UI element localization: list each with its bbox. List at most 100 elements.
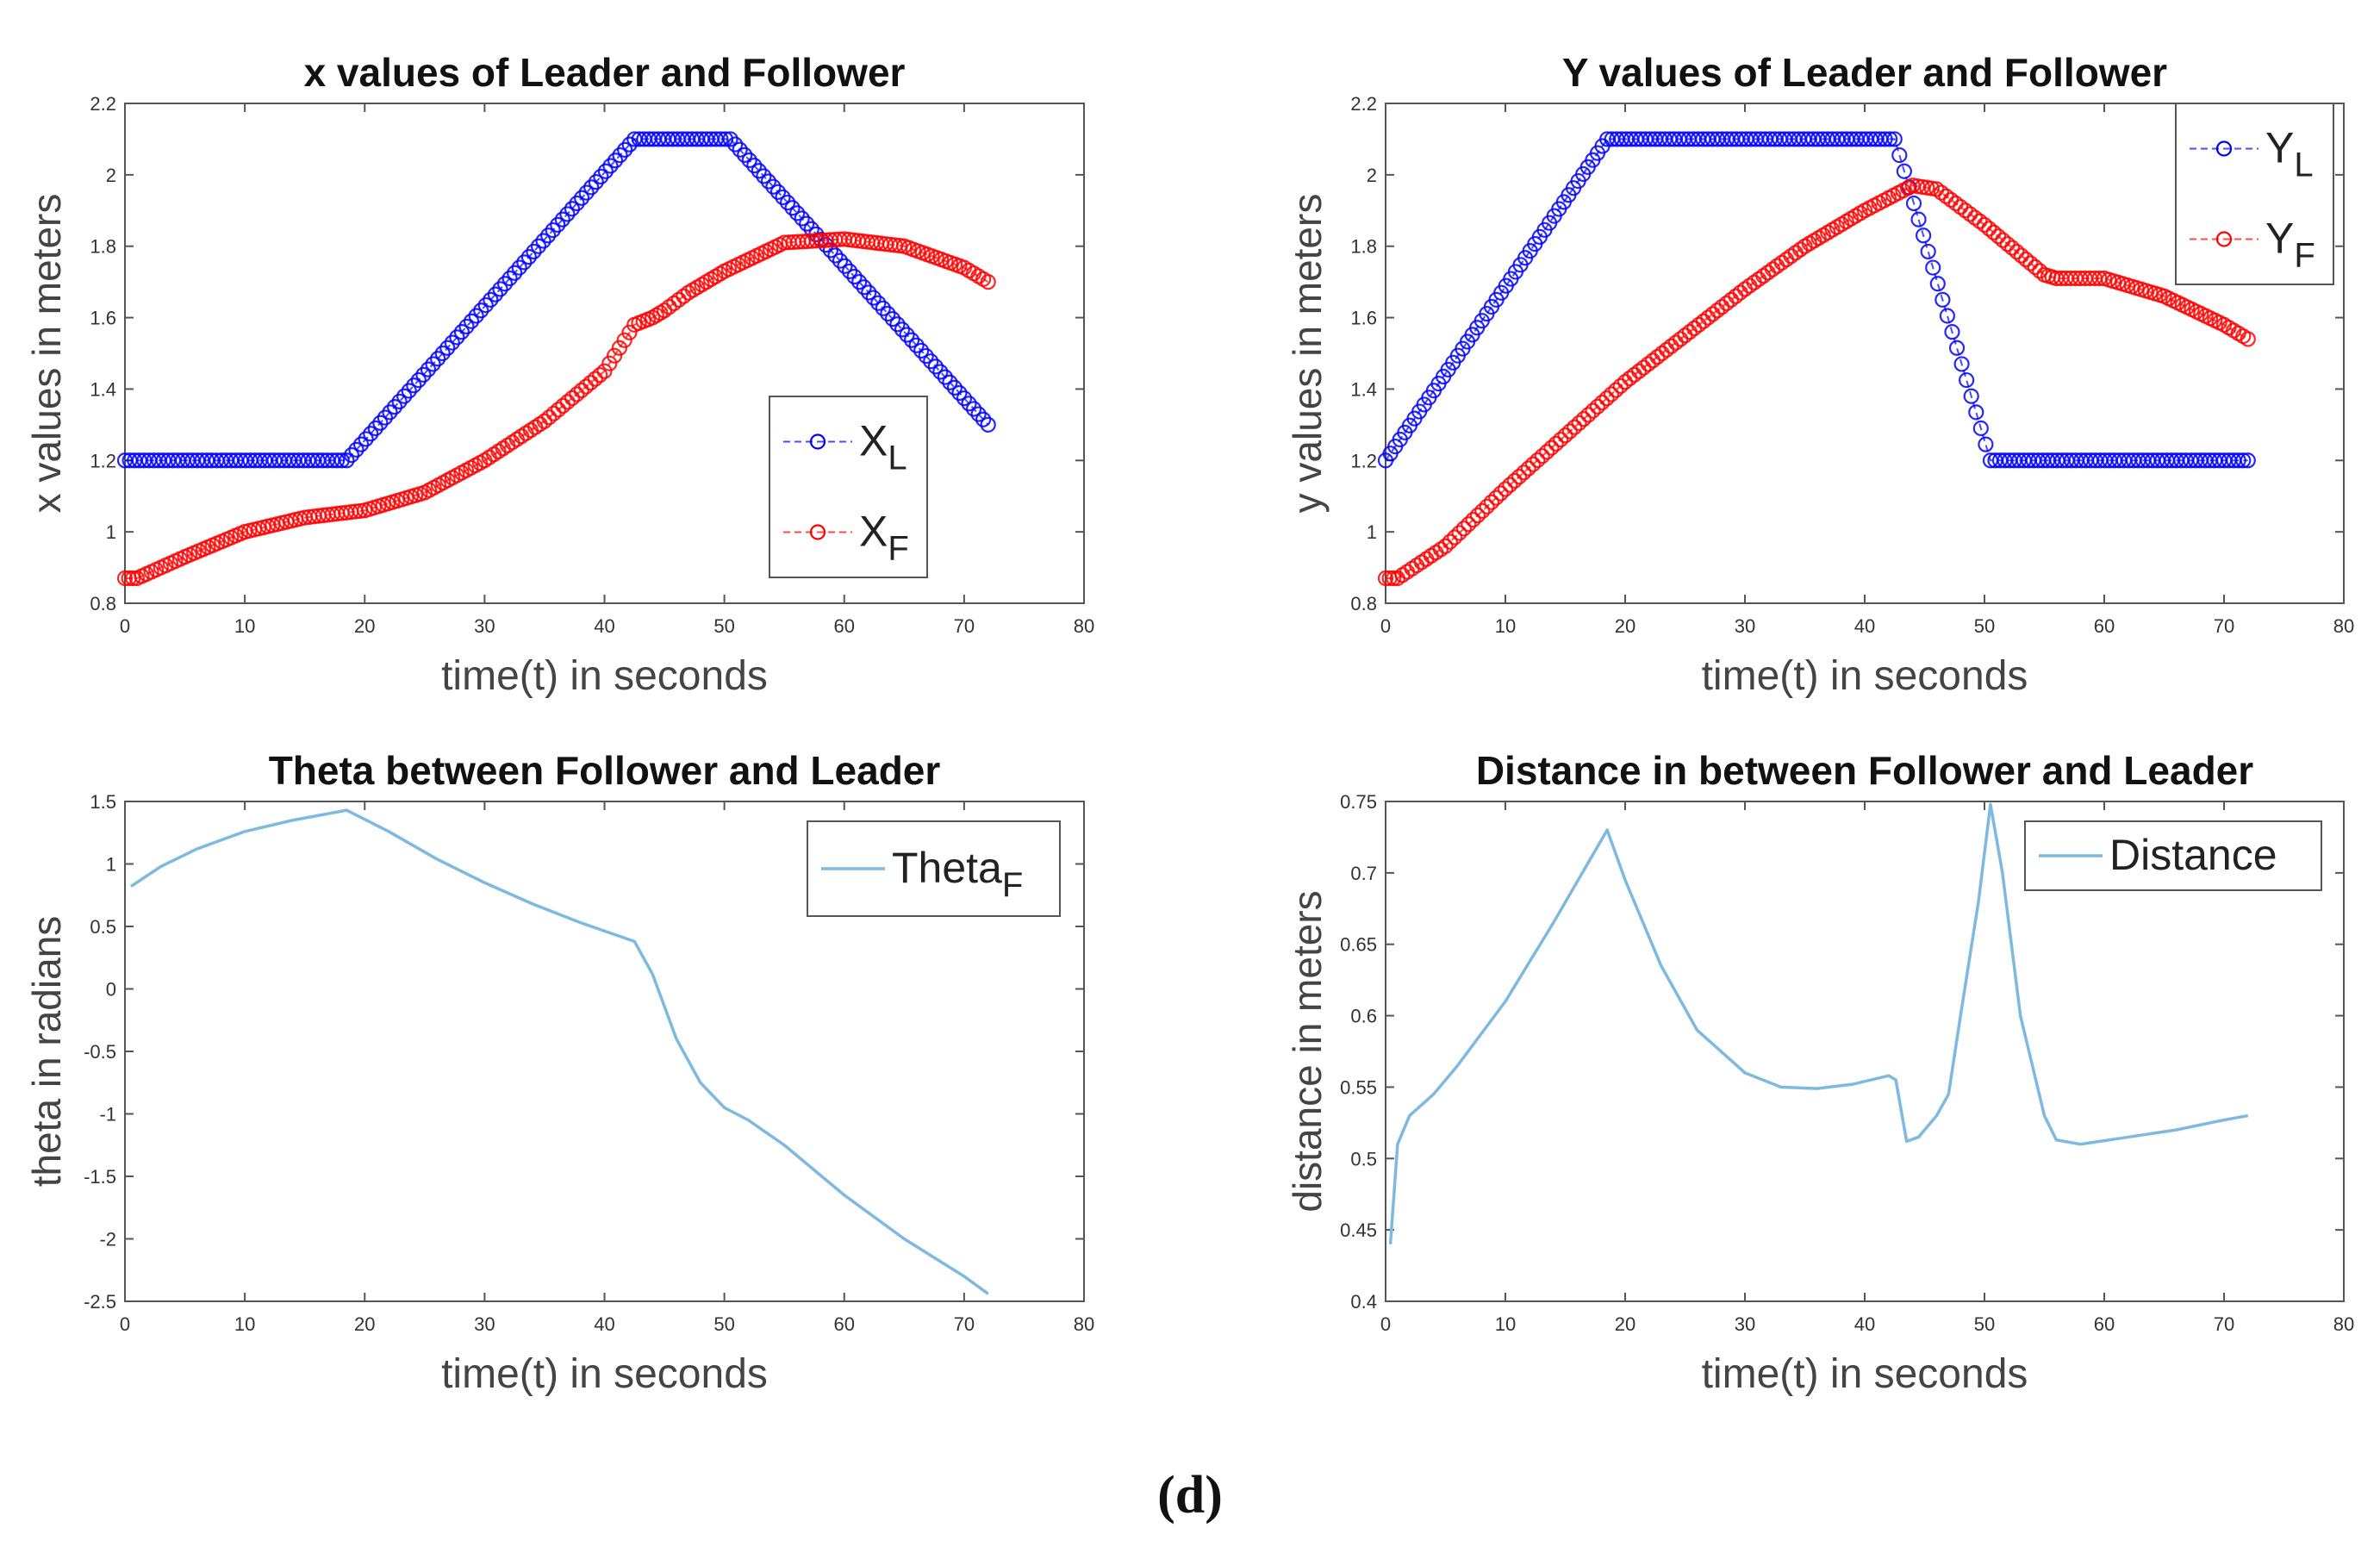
data-point <box>1981 221 1997 237</box>
x-tick-label: 20 <box>1615 615 1635 637</box>
data-point <box>799 215 815 232</box>
data-point <box>554 211 570 228</box>
x-tick-label: 80 <box>1074 1313 1094 1335</box>
x-tick-label: 0 <box>120 615 130 637</box>
data-point <box>760 173 776 190</box>
y-tick-label: 2.2 <box>1350 93 1377 115</box>
data-point <box>502 270 518 287</box>
y-tick-label: 0.45 <box>1340 1219 1377 1241</box>
data-point <box>352 436 370 452</box>
legend-swatch-marker <box>2215 140 2233 157</box>
data-point <box>946 379 963 396</box>
data-point <box>841 263 858 279</box>
data-point <box>116 570 134 587</box>
legend-label-subscript: L <box>2294 147 2313 184</box>
data-point <box>2003 240 2021 256</box>
data-point <box>727 136 744 153</box>
data-point <box>1916 228 1932 244</box>
legend-label-subscript: F <box>2294 237 2315 275</box>
data-point <box>861 284 877 301</box>
data-point <box>372 415 389 431</box>
data-point <box>601 355 618 371</box>
data-point <box>1985 224 2002 240</box>
data-point <box>496 276 514 292</box>
data-point <box>492 281 508 297</box>
y-tick-label: 2.2 <box>90 93 116 115</box>
x-tick-label: 40 <box>594 1313 614 1335</box>
data-point <box>913 342 930 359</box>
data-point <box>606 347 623 364</box>
x-tick-label: 80 <box>2333 615 2354 637</box>
data-point <box>1886 131 1903 147</box>
x-tick-label: 70 <box>954 1313 975 1335</box>
data-point <box>891 237 908 254</box>
legend: Distance <box>2024 820 2322 891</box>
data-point <box>965 401 982 417</box>
data-point <box>550 402 567 418</box>
x-tick-label: 60 <box>2094 615 2115 637</box>
data-point <box>564 201 581 217</box>
x-tick-label: 10 <box>1495 615 1516 637</box>
data-point <box>406 377 422 394</box>
data-point <box>577 378 595 395</box>
data-point <box>713 131 729 147</box>
data-point <box>899 327 915 343</box>
data-point <box>1959 371 1975 389</box>
data-point <box>1571 415 1587 432</box>
series-line <box>125 238 989 579</box>
x-tick-label: 70 <box>2214 1313 2234 1335</box>
x-tick-label: 60 <box>834 1313 855 1335</box>
data-point <box>363 426 379 442</box>
data-point <box>1598 390 1615 407</box>
y-tick-label: 0.75 <box>1340 791 1377 813</box>
chart-title: Theta between Follower and Leader <box>269 748 941 793</box>
data-point <box>1561 423 1578 440</box>
data-point <box>1506 472 1523 489</box>
data-point <box>348 441 364 458</box>
data-point <box>458 318 475 335</box>
y-tick-label: 1.8 <box>1350 236 1377 258</box>
data-point <box>425 356 441 372</box>
data-point <box>530 238 547 254</box>
data-point <box>1999 236 2016 253</box>
series-xf <box>116 231 996 587</box>
x-tick-label: 40 <box>594 615 614 637</box>
data-point <box>1896 163 1912 179</box>
data-point <box>880 305 896 322</box>
data-point <box>894 321 911 338</box>
data-point <box>453 324 470 340</box>
y-tick-label: 1.5 <box>90 791 116 813</box>
y-axis-label: x values in meters <box>24 194 69 514</box>
data-point <box>1972 420 1989 437</box>
series-yf <box>1377 178 2256 587</box>
data-point <box>2235 452 2252 469</box>
data-point <box>593 168 609 185</box>
figure-caption: (d) <box>1157 1466 1223 1525</box>
x-axis-label: time(t) in seconds <box>1702 1351 2028 1397</box>
data-point <box>1925 259 1941 276</box>
data-point <box>1580 407 1597 423</box>
y-tick-label: 0.4 <box>1350 1291 1377 1313</box>
data-point <box>851 274 868 290</box>
x-tick-label: 80 <box>2333 1313 2354 1335</box>
data-point <box>596 363 613 379</box>
data-point <box>420 361 437 377</box>
data-point <box>483 291 499 308</box>
y-tick-label: 0.7 <box>1350 863 1377 884</box>
data-point <box>818 237 834 253</box>
data-point <box>1557 427 1573 444</box>
data-point <box>2230 452 2246 469</box>
data-point <box>611 340 627 356</box>
chart-title: x values of Leader and Follower <box>304 50 906 95</box>
data-point <box>1920 243 1936 260</box>
data-point <box>1567 419 1583 435</box>
data-point <box>942 374 958 390</box>
data-point <box>573 382 589 399</box>
data-point <box>775 189 791 206</box>
data-point <box>1575 411 1592 427</box>
data-point <box>487 286 503 302</box>
series-distance <box>1388 802 2249 1244</box>
data-point <box>970 406 987 422</box>
